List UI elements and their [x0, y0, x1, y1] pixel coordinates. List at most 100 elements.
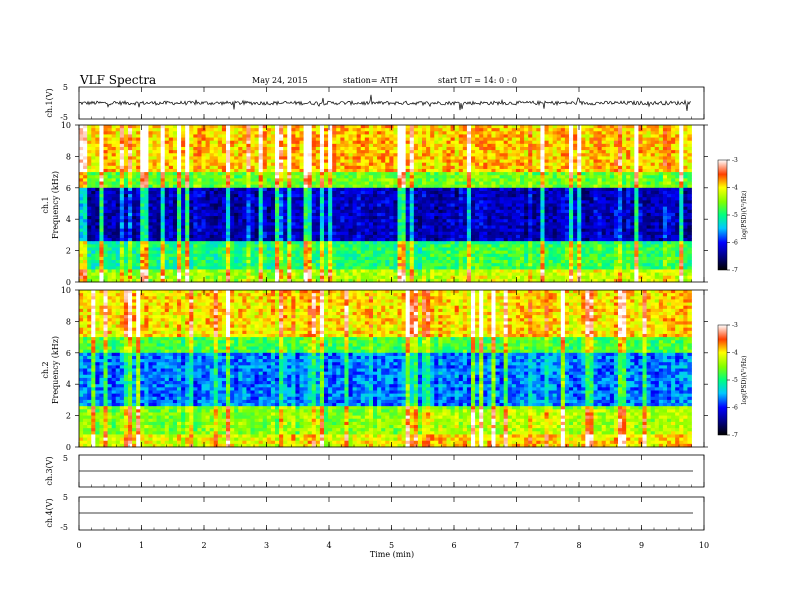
heatmap-cell — [234, 219, 239, 223]
heatmap-cell — [307, 187, 313, 192]
heatmap-cell — [609, 140, 615, 145]
heatmap-cell — [658, 184, 664, 189]
heatmap-cell — [226, 159, 231, 164]
heatmap-cell — [495, 128, 500, 132]
heatmap-cell — [466, 184, 472, 189]
heatmap-cell — [152, 203, 157, 208]
heatmap-cell — [246, 168, 251, 173]
heatmap-cell — [234, 143, 239, 148]
heatmap-cell — [528, 209, 533, 214]
heatmap-cell — [658, 216, 664, 220]
heatmap-cell — [569, 153, 574, 157]
heatmap-cell — [397, 216, 402, 220]
heatmap-cell — [79, 137, 84, 142]
heatmap-cell — [99, 184, 104, 189]
heatmap-cell — [638, 216, 643, 220]
heatmap-cell — [413, 168, 419, 173]
heatmap-cell — [564, 162, 570, 167]
heatmap-cell — [434, 197, 439, 201]
heatmap-cell — [442, 184, 447, 189]
heatmap-cell — [242, 216, 247, 220]
heatmap-cell — [450, 181, 456, 186]
heatmap-cell — [132, 175, 137, 179]
heatmap-cell — [499, 194, 505, 198]
heatmap-cell — [654, 168, 660, 173]
heatmap-cell — [356, 197, 362, 201]
heatmap-cell — [466, 153, 472, 157]
heatmap-cell — [246, 165, 251, 170]
heatmap-cell — [544, 219, 549, 223]
heatmap-cell — [95, 228, 100, 233]
heatmap-cell — [569, 222, 574, 226]
heatmap-cell — [548, 153, 554, 157]
heatmap-cell — [177, 172, 182, 176]
heatmap-cell — [462, 131, 468, 135]
heatmap-cell — [368, 131, 374, 135]
heatmap-cell — [181, 187, 186, 192]
heatmap-cell — [250, 172, 255, 176]
heatmap-cell — [609, 212, 615, 217]
heatmap-cell — [593, 125, 598, 129]
heatmap-cell — [311, 219, 317, 223]
heatmap-cell — [532, 143, 537, 148]
heatmap-cell — [377, 131, 382, 135]
heatmap-cell — [185, 162, 190, 167]
heatmap-cell — [364, 178, 370, 182]
heatmap-cell — [573, 137, 578, 142]
heatmap-cell — [524, 181, 529, 186]
heatmap-cell — [119, 150, 125, 154]
heatmap-cell — [221, 222, 227, 226]
heatmap-cell — [630, 178, 635, 182]
heatmap-cell — [577, 209, 582, 214]
heatmap-cell — [613, 206, 619, 211]
heatmap-cell — [377, 146, 382, 151]
heatmap-cell — [258, 181, 264, 186]
heatmap-cell — [662, 175, 668, 179]
heatmap-cell — [319, 134, 325, 138]
heatmap-cell — [340, 172, 345, 176]
heatmap-cell — [291, 203, 296, 208]
heatmap-cell — [234, 153, 239, 157]
heatmap-cell — [123, 168, 129, 173]
heatmap-cell — [373, 187, 378, 192]
heatmap-cell — [589, 146, 594, 151]
heatmap-cell — [242, 175, 247, 179]
heatmap-cell — [507, 203, 513, 208]
heatmap-cell — [381, 187, 386, 192]
heatmap-cell — [295, 125, 300, 129]
heatmap-cell — [136, 143, 141, 148]
heatmap-cell — [209, 137, 215, 142]
heatmap-cell — [667, 150, 672, 154]
heatmap-cell — [360, 143, 366, 148]
heatmap-cell — [585, 200, 590, 204]
heatmap-cell — [520, 131, 525, 135]
heatmap-cell — [462, 156, 468, 160]
heatmap-cell — [454, 153, 460, 157]
heatmap-cell — [168, 156, 174, 160]
heatmap-cell — [364, 168, 370, 173]
heatmap-cell — [446, 125, 451, 129]
heatmap-cell — [573, 184, 578, 189]
heatmap-cell — [397, 165, 402, 170]
heatmap-cell — [466, 197, 472, 201]
heatmap-cell — [675, 216, 680, 220]
heatmap-cell — [667, 225, 672, 230]
heatmap-cell — [303, 194, 309, 198]
heatmap-cell — [613, 150, 619, 154]
heatmap-cell — [634, 150, 639, 154]
heatmap-cell — [160, 153, 166, 157]
heatmap-cell — [495, 162, 500, 167]
heatmap-cell — [679, 168, 684, 173]
heatmap-cell — [405, 128, 411, 132]
heatmap-cell — [128, 159, 133, 164]
heatmap-cell — [270, 181, 276, 186]
heatmap-cell — [144, 212, 149, 217]
heatmap-cell — [181, 143, 186, 148]
heatmap-cell — [675, 159, 680, 164]
heatmap-cell — [462, 222, 468, 226]
heatmap-cell — [201, 212, 206, 217]
heatmap-cell — [307, 125, 313, 129]
heatmap-cell — [197, 159, 202, 164]
heatmap-cell — [213, 168, 219, 173]
heatmap-cell — [83, 225, 88, 230]
